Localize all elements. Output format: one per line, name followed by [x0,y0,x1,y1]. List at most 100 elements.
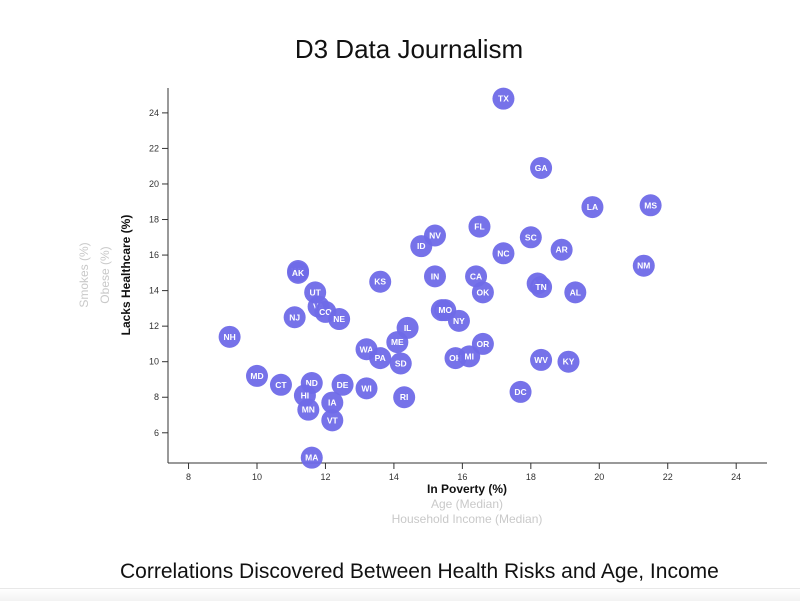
state-abbr-label: WI [361,383,371,393]
state-circle[interactable] [471,281,494,304]
state-point-tn[interactable]: TN [530,276,553,299]
state-circle[interactable] [530,348,553,371]
state-point-ky[interactable]: KY [557,350,580,373]
state-point-sc[interactable]: SC [519,226,542,249]
x-tick-label: 12 [320,472,330,482]
state-point-al[interactable]: AL [564,281,587,304]
state-point-ne[interactable]: NE [328,308,351,331]
state-point-ak[interactable]: AK [287,261,310,284]
state-circle[interactable] [218,325,241,348]
state-abbr-label: CO [319,307,332,317]
state-circle[interactable] [321,409,344,432]
state-circle[interactable] [300,446,323,469]
state-point-md[interactable]: MD [245,364,268,387]
x-tick-label: 14 [389,472,399,482]
state-circle[interactable] [581,196,604,219]
state-point-mi[interactable]: MI [458,345,481,368]
data-points: TXGALAMSFLNVSCIDNCARNMWYAKINCAKSAZTNUTOK… [218,87,662,469]
x-axis-option-2[interactable]: Household Income (Median) [392,512,543,526]
state-circle[interactable] [328,308,351,331]
state-point-pa[interactable]: PA [369,347,392,370]
state-point-nm[interactable]: NM [632,254,655,277]
y-tick-label: 10 [149,357,159,367]
y-axis-option-2[interactable]: Smokes (%) [77,242,91,307]
state-abbr-label: LA [587,202,598,212]
state-circle[interactable] [509,380,532,403]
state-abbr-label: CT [275,380,287,390]
state-abbr-label: NH [223,332,235,342]
state-point-vt[interactable]: VT [321,409,344,432]
state-point-ny[interactable]: NY [447,309,470,332]
state-circle[interactable] [321,391,344,414]
state-circle[interactable] [355,377,378,400]
state-circle[interactable] [468,215,491,238]
state-circle[interactable] [393,386,416,409]
state-circle[interactable] [245,364,268,387]
state-abbr-label: OR [477,339,490,349]
state-circle[interactable] [632,254,655,277]
state-circle[interactable] [458,345,481,368]
state-circle[interactable] [331,373,354,396]
state-circle[interactable] [557,350,580,373]
x-axis-option-1[interactable]: Age (Median) [431,497,503,511]
state-point-ok[interactable]: OK [471,281,494,304]
state-point-nj[interactable]: NJ [283,306,306,329]
state-circle[interactable] [550,238,573,261]
state-point-ma[interactable]: MA [300,446,323,469]
state-point-de[interactable]: DE [331,373,354,396]
y-axis: 6 8 10 12 14 16 18 20 22 24 [149,88,169,463]
state-abbr-label: ND [306,378,318,388]
state-point-wv[interactable]: WV [530,348,553,371]
state-circle[interactable] [287,261,310,284]
state-circle[interactable] [423,265,446,288]
state-point-in[interactable]: IN [423,265,446,288]
state-point-ct[interactable]: CT [269,373,292,396]
state-circle[interactable] [492,87,515,110]
state-abbr-label: WA [360,344,374,354]
state-point-sd[interactable]: SD [389,352,412,375]
y-tick-label: 12 [149,321,159,331]
state-circle[interactable] [564,281,587,304]
y-tick-label: 24 [149,108,159,118]
state-point-me[interactable]: ME [386,331,409,354]
state-point-wi[interactable]: WI [355,377,378,400]
y-tick-label: 22 [149,143,159,153]
state-circle[interactable] [389,352,412,375]
y-tick-label: 20 [149,179,159,189]
state-circle[interactable] [447,309,470,332]
y-axis-option-1[interactable]: Obese (%) [98,246,112,303]
state-point-la[interactable]: LA [581,196,604,219]
state-circle[interactable] [410,235,433,258]
state-circle[interactable] [530,156,553,179]
state-point-nc[interactable]: NC [492,242,515,265]
state-circle[interactable] [369,270,392,293]
y-tick-label: 18 [149,215,159,225]
state-circle[interactable] [492,242,515,265]
state-abbr-label: NC [497,248,509,258]
state-point-fl[interactable]: FL [468,215,491,238]
state-abbr-label: NM [637,261,650,271]
state-circle[interactable] [519,226,542,249]
state-point-ri[interactable]: RI [393,386,416,409]
state-point-id[interactable]: ID [410,235,433,258]
state-point-ms[interactable]: MS [639,194,662,217]
state-point-mn[interactable]: MN [297,398,320,421]
state-point-ia[interactable]: IA [321,391,344,414]
y-axis-option-0[interactable]: Lacks Healthcare (%) [119,215,133,336]
state-circle[interactable] [369,347,392,370]
state-circle[interactable] [530,276,553,299]
state-point-ar[interactable]: AR [550,238,573,261]
state-point-dc[interactable]: DC [509,380,532,403]
x-axis-option-0[interactable]: In Poverty (%) [427,482,507,496]
x-tick-label: 18 [526,472,536,482]
state-point-nh[interactable]: NH [218,325,241,348]
state-circle[interactable] [297,398,320,421]
state-circle[interactable] [639,194,662,217]
state-circle[interactable] [283,306,306,329]
state-abbr-label: KS [374,277,386,287]
state-circle[interactable] [386,331,409,354]
state-point-ga[interactable]: GA [530,156,553,179]
state-point-tx[interactable]: TX [492,87,515,110]
state-circle[interactable] [269,373,292,396]
state-point-ks[interactable]: KS [369,270,392,293]
